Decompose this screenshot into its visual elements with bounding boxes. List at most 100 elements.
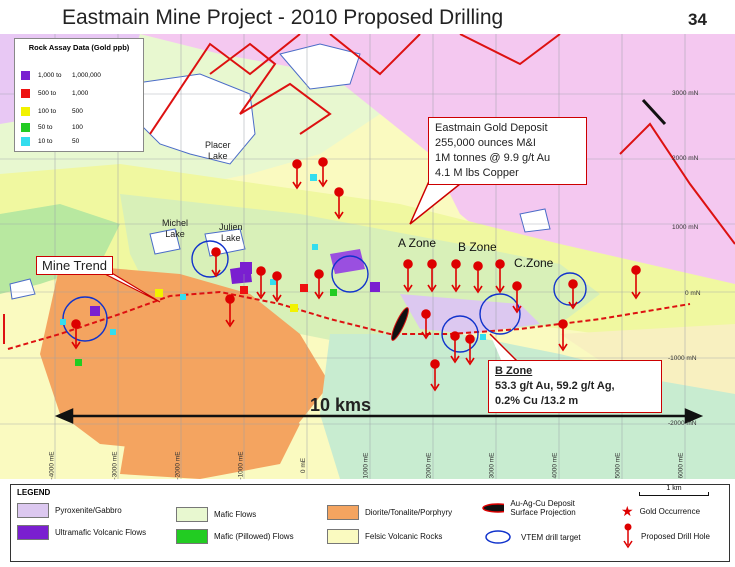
assay-legend: Rock Assay Data (Gold ppb) 1,000 to 1,000… xyxy=(14,38,144,152)
deposit-callout: Eastmain Gold Deposit 255,000 ounces M&I… xyxy=(428,117,587,185)
legend-label: Diorite/Tonalite/Porphyry xyxy=(365,508,453,517)
assay-legend-title: Rock Assay Data (Gold ppb) xyxy=(28,43,130,52)
legend-label: Pyroxenite/Gabbro xyxy=(55,506,122,515)
placer-lake-label: Placer Lake xyxy=(205,140,231,161)
mine-trend-label: Mine Trend xyxy=(42,258,108,273)
callout-line: Eastmain Gold Deposit xyxy=(435,122,548,134)
assay-swatch xyxy=(21,137,30,146)
legend-item: Pyroxenite/Gabbro xyxy=(17,503,122,518)
assay-row: 500 to 1,000 xyxy=(21,89,88,98)
legend-label: Felsic Volcanic Rocks xyxy=(365,532,443,541)
assay-from: 100 to xyxy=(38,108,57,115)
placer-lake xyxy=(129,73,256,165)
legend-label: Mafic Flows xyxy=(214,510,257,519)
easting-label: 1000 mE xyxy=(362,452,370,479)
assay-row: 10 to 50 xyxy=(21,137,79,146)
bzone-title: B Zone xyxy=(495,365,533,377)
legend-item: Ultramafic Volcanic Flows xyxy=(17,525,146,540)
callout-line: 255,000 ounces M&I xyxy=(435,137,536,149)
michel-lake-label: Michel Lake xyxy=(162,218,189,239)
easting-label: -1000 mE xyxy=(237,451,245,480)
assay-to: 1,000 xyxy=(72,90,89,97)
easting-label: -3000 mE xyxy=(111,451,119,480)
assay-to: 50 xyxy=(72,138,80,145)
easting-label: 5000 mE xyxy=(614,452,622,479)
c-zone-label: C.Zone xyxy=(514,256,554,270)
a-zone-label: A Zone xyxy=(398,236,437,250)
deposit-projection-icon xyxy=(482,503,505,513)
assay-row: 1,000 to 1,000,000 xyxy=(21,71,101,80)
callout-line: 53.3 g/t Au, 59.2 g/t Ag, xyxy=(495,380,615,392)
legend-title: LEGEND xyxy=(17,488,51,497)
legend-item: Mafic (Pillowed) Flows xyxy=(176,529,294,544)
legend-item: Mafic Flows xyxy=(176,507,256,522)
proposed-drill-holes xyxy=(71,157,641,392)
legend-item: Felsic Volcanic Rocks xyxy=(327,529,442,544)
northing-label: -1000 mN xyxy=(668,355,697,362)
northing-label: 2000 mN xyxy=(672,155,699,162)
assay-from: 10 to xyxy=(38,138,53,145)
drill-hole-icon xyxy=(623,523,633,549)
legend-swatch xyxy=(17,525,49,540)
b-zone-label: B Zone xyxy=(458,240,497,254)
northing-label: -2000 mN xyxy=(668,420,697,427)
map-legend: LEGEND Pyroxenite/Gabbro Ultramafic Volc… xyxy=(10,484,730,562)
legend-label: VTEM drill target xyxy=(521,532,581,542)
green-band xyxy=(0,204,120,294)
legend-swatch xyxy=(176,529,208,544)
northing-label: 0 mN xyxy=(685,290,701,297)
legend-swatch xyxy=(327,505,359,520)
claim-boundary xyxy=(3,34,735,344)
legend-label: Proposed Drill Hole xyxy=(641,531,710,541)
north-arrow-icon xyxy=(641,98,667,126)
legend-swatch xyxy=(327,529,359,544)
assay-to: 1,000,000 xyxy=(72,72,101,79)
deposit-projection xyxy=(391,307,409,341)
easting-label: -2000 mE xyxy=(174,451,182,480)
legend-swatch xyxy=(176,507,208,522)
assay-from: 1,000 to xyxy=(38,72,62,79)
gold-occurrence-icon: ★ xyxy=(621,503,634,519)
easting-label: 6000 mE xyxy=(677,452,685,479)
legend-label: Ultramafic Volcanic Flows xyxy=(55,528,147,537)
bzone-callout: B Zone 53.3 g/t Au, 59.2 g/t Ag, 0.2% Cu… xyxy=(488,360,662,413)
legend-label: Gold Occurrence xyxy=(639,507,701,516)
callout-line: 1M tonnes @ 9.9 g/t Au xyxy=(435,152,551,164)
michel-lake xyxy=(149,228,181,255)
pyroxenite-lower xyxy=(400,294,540,334)
assay-swatch xyxy=(21,107,30,116)
mine-trend-callout: Mine Trend xyxy=(36,256,114,275)
legend-swatch xyxy=(17,503,49,518)
easting-label: 2000 mE xyxy=(425,452,433,479)
legend-label: Au-Ag-Cu Deposit Surface Projection xyxy=(510,499,576,517)
callout-line: 4.1 M lbs Copper xyxy=(435,167,519,179)
legend-item: VTEM drill target xyxy=(481,529,581,545)
scale-bar-label: 10 kms xyxy=(310,395,372,415)
legend-scale-label: 1 km xyxy=(666,485,682,492)
easting-label: 3000 mE xyxy=(488,452,496,479)
deposit-callout-tail xyxy=(409,178,461,225)
northing-label: 3000 mN xyxy=(672,90,699,97)
assay-to: 100 xyxy=(72,124,83,131)
easting-label: -4000 mE xyxy=(48,451,56,480)
assay-from: 500 to xyxy=(38,90,57,97)
northing-label: 1000 mN xyxy=(672,224,699,231)
legend-scale: 1 km xyxy=(639,485,709,496)
julien-lake-label: Julien Lake xyxy=(219,222,243,243)
assay-from: 50 to xyxy=(38,124,53,131)
assay-swatch xyxy=(21,123,30,132)
easting-label: 0 mE xyxy=(300,457,308,474)
assay-to: 500 xyxy=(72,108,83,115)
felsic-right xyxy=(560,324,735,394)
sample-points xyxy=(60,174,486,366)
legend-item: ★ Gold Occurrence xyxy=(621,503,700,520)
legend-item: Diorite/Tonalite/Porphyry xyxy=(327,505,452,520)
page-title: Eastmain Mine Project - 2010 Proposed Dr… xyxy=(62,6,504,29)
legend-item: Proposed Drill Hole xyxy=(621,523,726,549)
legend-label: Mafic (Pillowed) Flows xyxy=(214,532,294,541)
mine-trend-tail xyxy=(94,268,161,303)
ultramafic-patch xyxy=(330,249,365,274)
legend-scale-bar xyxy=(639,492,709,496)
page-number: 34 xyxy=(688,10,707,29)
assay-row: 50 to 100 xyxy=(21,123,83,132)
